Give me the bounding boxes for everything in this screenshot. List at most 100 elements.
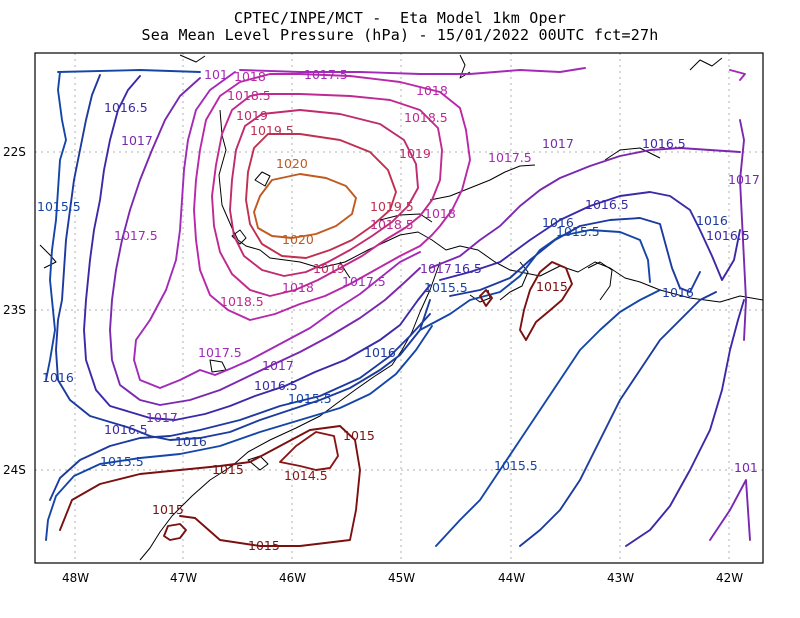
contour-label-16-5: 16.5 [454,261,482,276]
title-line-2: Sea Mean Level Pressure (hPa) - 15/01/20… [141,26,659,44]
contour-label-1015: 1015 [536,279,568,294]
isobar-1018.5-ring [211,93,443,297]
lat-label-23s: 23S [3,303,26,317]
isobar-1016-east [449,217,701,297]
lon-axis: 48W 47W 46W 45W 44W 43W 42W [62,571,743,585]
contour-label-1015-5: 1015.5 [424,280,468,295]
plot-frame [34,52,764,564]
grid-lines [35,53,763,563]
isobar-1017-far-east [739,119,747,341]
lon-label-47w: 47W [170,571,197,585]
isobar-1015-island [519,261,573,341]
isobar-1016.5-west [83,75,431,421]
contour-label-1018: 1018 [424,206,456,221]
lon-label-46w: 46W [279,571,306,585]
contour-label-1016-5: 1016.5 [104,422,148,437]
contour-label-1017-5: 1017.5 [198,345,242,360]
title-line-1: CPTEC/INPE/MCT - Eta Model 1km Oper [233,9,567,27]
contour-label-1018-5: 1018.5 [220,294,264,309]
isobar-1019.5-ring [245,133,397,259]
contour-label-1018: 1018 [416,83,448,98]
contour-label-1016: 1016 [42,370,74,385]
contour-label-1016: 1016 [662,285,694,300]
contour-label-1019: 1019 [399,146,431,161]
contour-label-1018-5: 1018.5 [404,110,448,125]
contour-label-1015-5: 1015.5 [556,224,600,239]
contour-label-1016: 1016 [175,434,207,449]
contour-label-1017: 1017 [262,358,294,373]
isobar-1017-se [709,479,751,541]
isobar-1015.5-se [435,289,661,547]
contour-label-1015: 1015 [212,462,244,477]
lon-label-48w: 48W [62,571,89,585]
contour-label-1017-5: 1017.5 [342,274,386,289]
contour-label-1020: 1020 [276,156,308,171]
lon-label-42w: 42W [716,571,743,585]
contour-labels: 1017.5 1018 101 1018 1018.5 1018.5 1019 … [37,67,760,553]
contour-label-1020: 1020 [282,232,314,247]
contour-label-1017-5: 1017.5 [114,228,158,243]
isobar-1020-core [253,173,357,239]
contour-label-1015-5: 1015.5 [100,454,144,469]
contour-label-1016-5: 1016.5 [254,378,298,393]
isobar-1016-sw [49,313,431,501]
contour-label-1014-5: 1014.5 [284,468,328,483]
contour-label-1019-5: 1019.5 [250,123,294,138]
isobar-1014.5-core [279,431,339,471]
contour-label-1016-5: 1016.5 [585,197,629,212]
isobar-1015-small [163,523,187,541]
chart-title: CPTEC/INPE/MCT - Eta Model 1km Oper Sea … [0,10,800,44]
isobar-1016-se [519,291,717,547]
contour-label-1017: 1017 [542,136,574,151]
contour-label-1016: 1016 [542,215,574,230]
isobar-1016.5-se [625,299,745,547]
contour-label-1015: 1015 [152,502,184,517]
contour-label-1017: 1017 [121,133,153,148]
contour-label-1015-5: 1015.5 [288,391,332,406]
contour-label-1018: 1018 [282,280,314,295]
contour-label-101: 101 [204,67,228,82]
contour-label-101: 101 [734,460,758,475]
contour-label-1015: 1015 [248,538,280,553]
isobar-1017-east [429,147,741,269]
isobar-1017-west [109,77,421,406]
contour-label-1017: 1017 [146,410,178,425]
lon-label-43w: 43W [607,571,634,585]
isobar-1015.5-east [419,229,651,331]
contour-label-1015-5: 1015.5 [494,458,538,473]
contour-label-1018: 1018 [234,69,266,84]
contour-label-1019: 1019 [313,261,345,276]
isobar-1016-west [55,74,431,441]
isobar-1017.5-ne [729,69,746,81]
lon-label-45w: 45W [388,571,415,585]
lon-label-44w: 44W [498,571,525,585]
contour-label-1017-5: 1017.5 [488,150,532,165]
contour-label-1017: 1017 [728,172,760,187]
contour-label-1017-5: 1017.5 [304,67,348,82]
contour-label-1019-5: 1019.5 [370,199,414,214]
lat-label-22s: 22S [3,145,26,159]
isobar-1015-dot [479,289,493,307]
contour-label-1018-5: 1018.5 [370,217,414,232]
contour-label-1015: 1015 [343,428,375,443]
isobar-1018-ring [193,73,471,321]
isobar-1015.5-west [45,69,201,381]
contour-label-1019: 1019 [236,108,268,123]
lat-label-24s: 24S [3,463,26,477]
isobar-1015.5-sw [45,325,433,541]
contour-label-1016-5: 1016.5 [706,228,750,243]
isobar-1017.5-central [133,71,421,389]
contour-label-1016: 1016 [364,345,396,360]
isobar-1015-sw [59,425,361,547]
contour-label-1016-5: 1016.5 [642,136,686,151]
isobar-1019-ring [229,109,419,277]
isobar-1017.5-top [239,67,586,75]
contour-label-1016-5: 1016.5 [104,100,148,115]
contour-label-1018-5: 1018.5 [227,88,271,103]
contour-label-1017: 1017 [420,261,452,276]
isobars [45,67,751,547]
contour-label-1016: 1016 [696,213,728,228]
isobar-1016.5-east [439,191,741,281]
coastline [39,54,763,561]
